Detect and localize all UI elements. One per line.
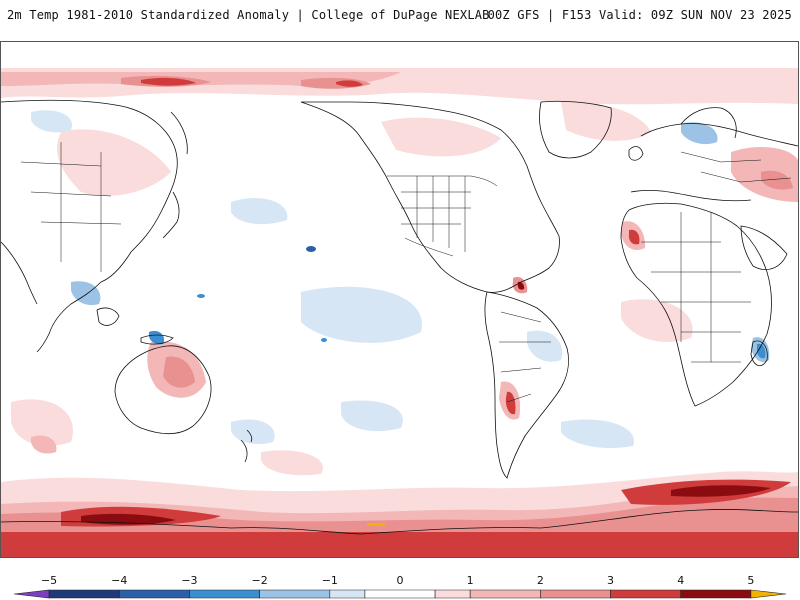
coastline-layer xyxy=(1,99,798,535)
colorbar-tick-label: 2 xyxy=(536,574,544,587)
coast-kamchatka xyxy=(170,111,188,155)
colorbar-bin xyxy=(48,589,120,599)
coast-scandinavia xyxy=(680,107,737,139)
coast-mediterranean xyxy=(630,189,752,202)
border-south-america xyxy=(499,311,551,403)
cool-spot-pacific-3 xyxy=(321,338,327,342)
cool-spot-pacific-1 xyxy=(306,246,316,252)
cool-patch-scandinavia xyxy=(681,122,718,145)
antarctic-base-band xyxy=(1,532,798,557)
cool-patch-south-pacific xyxy=(341,400,403,432)
warm-patch-south-indian-core xyxy=(31,435,57,454)
warm-patch-russia-core xyxy=(761,170,793,190)
coast-greenland xyxy=(539,100,612,159)
coast-australia xyxy=(114,345,212,435)
coast-asia-east xyxy=(1,99,178,305)
coast-japan xyxy=(162,191,180,239)
colorbar-bin xyxy=(540,589,611,599)
colorbar-bin xyxy=(329,589,366,599)
warm-patch-midatlantic xyxy=(621,299,693,342)
cool-spot-pacific-2 xyxy=(197,294,205,298)
cool-patch-pacific xyxy=(301,286,422,343)
warm-patch-africa-west-core xyxy=(628,229,640,245)
colorbar-bin xyxy=(469,589,541,599)
colorbar-tick-label: 3 xyxy=(607,574,615,587)
border-mexico xyxy=(404,237,454,257)
anomaly-map xyxy=(0,41,799,558)
colorbar: −5 −4 −3 −2 −1 0 1 2 3 4 5 xyxy=(0,570,800,600)
warm-patch-asia xyxy=(57,129,171,196)
colorbar-bin xyxy=(189,589,260,599)
border-europe-asia xyxy=(680,151,792,183)
arctic-warm-core-5 xyxy=(336,80,363,87)
cool-patch-alaska xyxy=(31,110,73,133)
border-layer xyxy=(20,142,792,403)
colorbar-tick-label: 0 xyxy=(396,574,404,587)
cool-patch-pacific-2 xyxy=(231,198,288,225)
colorbar-tick-label: −5 xyxy=(40,574,58,587)
colorbar-tick-label: −4 xyxy=(111,574,128,587)
colorbar-bin xyxy=(750,589,787,599)
warm-patch-southern-ocean xyxy=(261,450,323,476)
warm-patch-australia-core xyxy=(163,356,195,388)
antarctic-dark-core xyxy=(81,513,176,525)
header: 2m Temp 1981-2010 Standardized Anomaly |… xyxy=(0,0,800,30)
coast-new-zealand xyxy=(240,429,253,463)
warm-patch-south-indian xyxy=(11,399,73,446)
colorbar-bin xyxy=(118,589,190,599)
colorbar-tick-label: 1 xyxy=(466,574,474,587)
cool-patch-australia-north xyxy=(149,330,165,345)
cool-patch-madagascar-core xyxy=(756,343,766,359)
colorbar-bin xyxy=(364,589,436,599)
border-us-states xyxy=(401,176,471,252)
border-asia xyxy=(20,142,122,272)
antarctic-dark-core-2 xyxy=(671,485,771,497)
coast-india xyxy=(1,241,38,305)
colorbar-bin xyxy=(680,589,752,599)
coast-arabia xyxy=(740,225,788,270)
cool-patch-atlantic xyxy=(561,419,635,449)
warm-patch-south-america-core xyxy=(505,391,516,415)
colorbar-bin xyxy=(13,589,50,599)
colorbar-tick-label: 5 xyxy=(747,574,755,587)
coast-uk xyxy=(628,146,644,161)
coast-antarctica xyxy=(1,509,798,535)
border-africa xyxy=(641,212,751,363)
anomaly-fill-layer xyxy=(1,68,798,557)
coast-madagascar xyxy=(750,340,768,367)
colorbar-tick-label: −2 xyxy=(251,574,268,587)
colorbar-scale xyxy=(13,589,787,599)
coast-indochina xyxy=(36,303,72,353)
model-run-label: 00Z GFS | F153 Valid: 09Z SUN NOV 23 202… xyxy=(487,8,792,22)
colorbar-tick-label: 4 xyxy=(677,574,685,587)
coast-north-america xyxy=(300,101,560,293)
warm-patch-canada xyxy=(381,117,501,157)
antarctic-gold-spot xyxy=(367,523,385,526)
coast-borneo xyxy=(96,307,120,326)
warm-patch-venezuela-core xyxy=(517,281,525,290)
cool-patch-south-pacific-2 xyxy=(231,419,275,445)
colorbar-tick-label: −1 xyxy=(321,574,338,587)
arctic-warm-core-4 xyxy=(141,77,196,86)
colorbar-bin xyxy=(434,589,471,599)
coast-europe xyxy=(640,123,798,147)
coast-africa xyxy=(620,202,772,407)
map-title: 2m Temp 1981-2010 Standardized Anomaly |… xyxy=(7,8,490,22)
cool-patch-brazil xyxy=(527,330,563,362)
border-us-canada xyxy=(387,175,498,187)
colorbar-tick-label: −3 xyxy=(181,574,198,587)
warm-patch-greenland-sea xyxy=(561,101,651,141)
colorbar-bin xyxy=(259,589,331,599)
coast-south-america xyxy=(484,291,569,479)
map-canvas xyxy=(1,68,798,557)
colorbar-bin xyxy=(610,589,682,599)
coast-new-guinea xyxy=(140,334,174,345)
